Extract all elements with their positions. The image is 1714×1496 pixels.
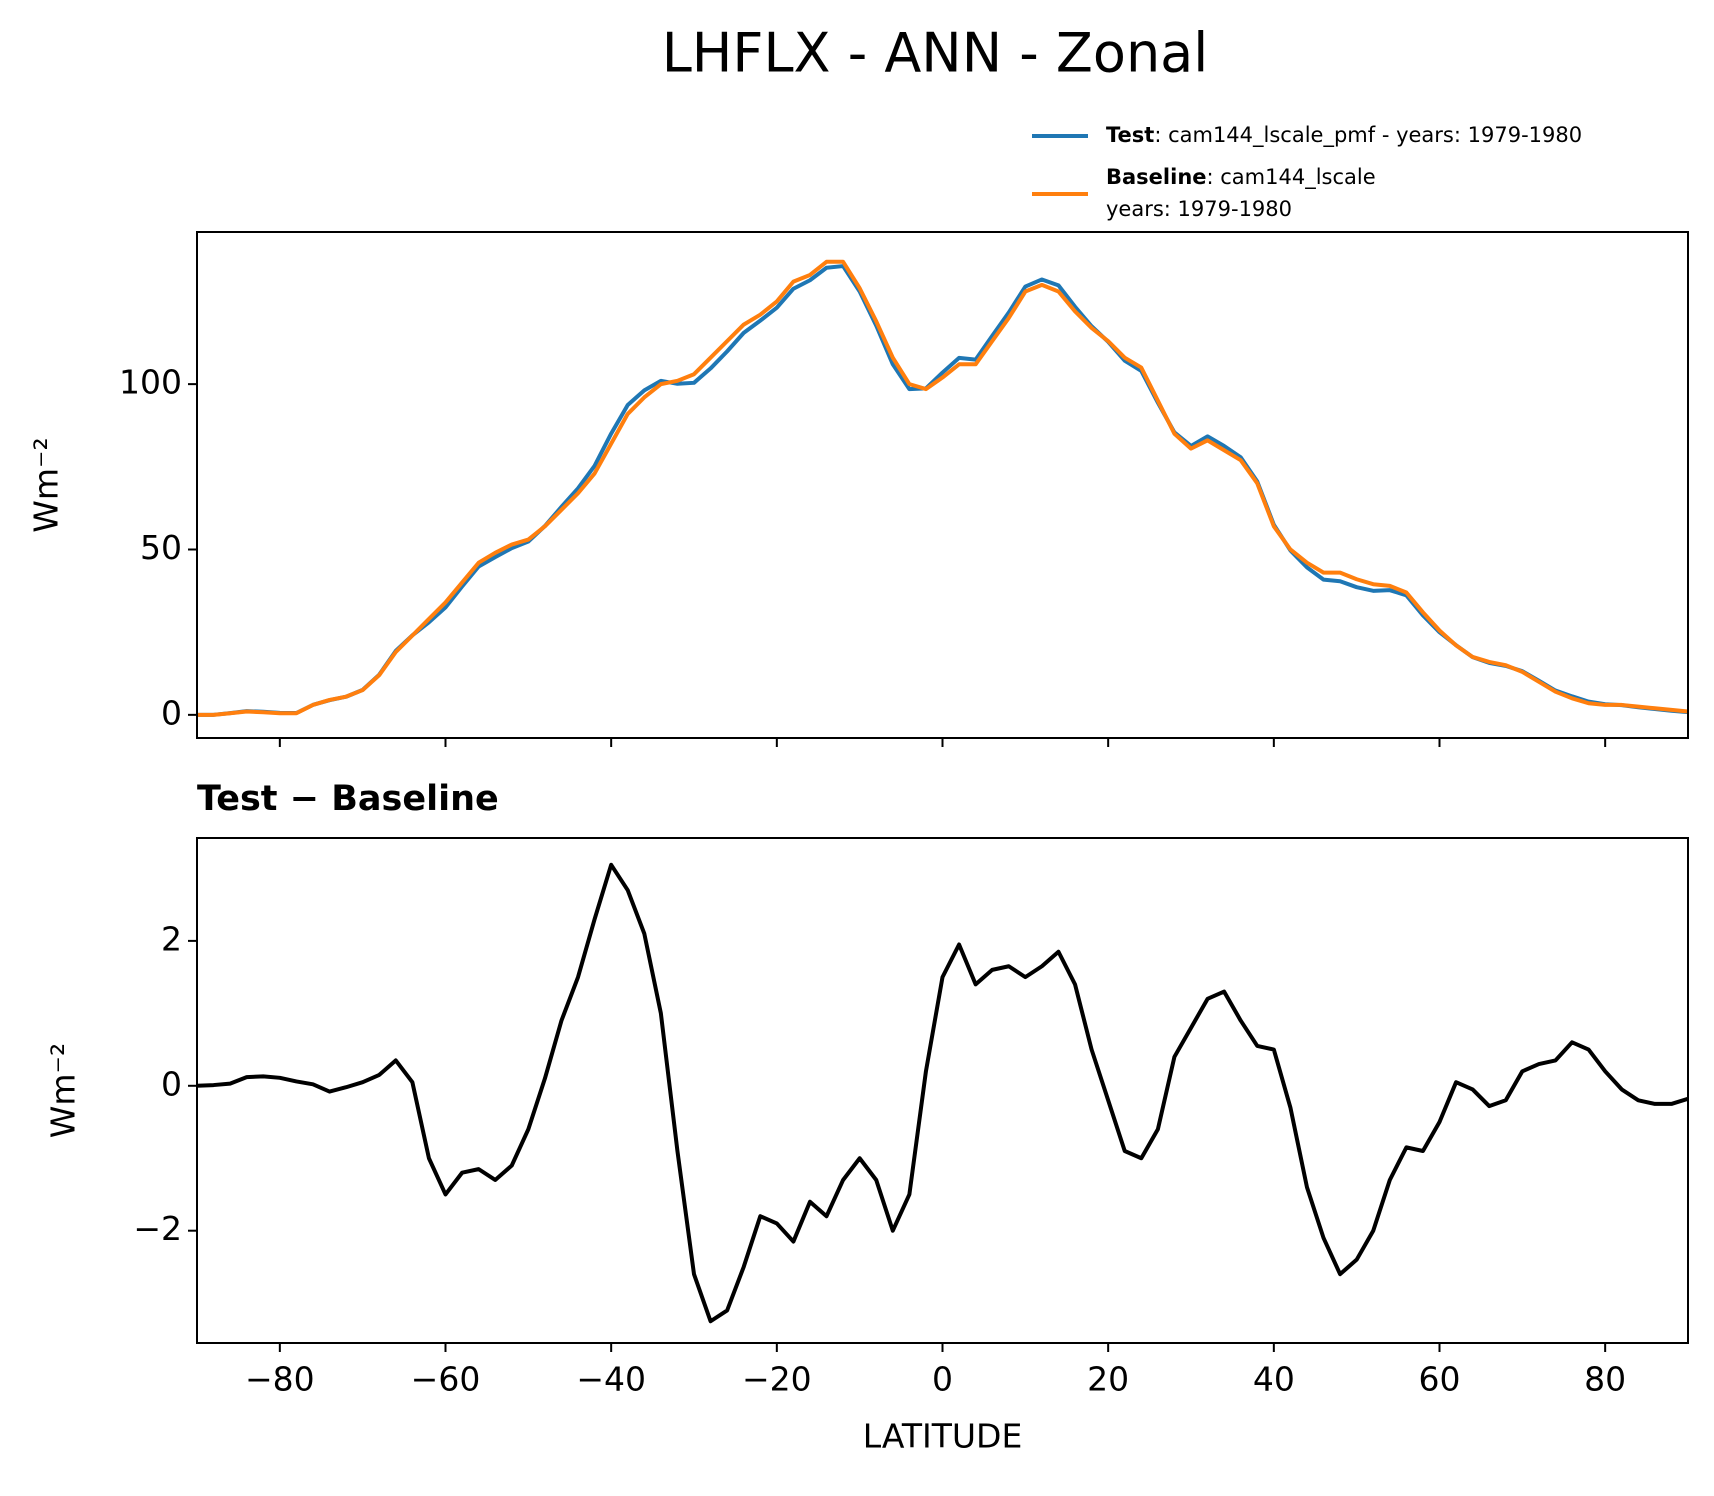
legend-name: Test <box>1106 123 1154 147</box>
subplot-title: Test − Baseline <box>197 779 499 819</box>
axes-frame <box>196 837 1689 1344</box>
legend-detail: : cam144_lscale <box>1207 165 1376 190</box>
x-tick-label: −80 <box>245 1360 315 1399</box>
line-series <box>197 862 1688 1324</box>
x-tick-label: 80 <box>1584 1360 1626 1399</box>
legend-label: Baseline: cam144_lscale <box>1106 165 1376 190</box>
y-tick-label: 100 <box>119 363 182 402</box>
x-tick-label: 0 <box>932 1360 953 1399</box>
line-series <box>197 259 1688 717</box>
x-tick-label: 60 <box>1419 1360 1461 1399</box>
y-tick-label: −2 <box>133 1209 182 1248</box>
y-tick-label: 2 <box>161 919 182 958</box>
x-tick-label: −20 <box>742 1360 812 1399</box>
legend-detail: years: 1979-1980 <box>1106 197 1292 221</box>
y-tick-label: 0 <box>161 1064 182 1103</box>
y-axis-label: Wm⁻² <box>44 1043 83 1138</box>
axes-frame <box>196 231 1689 739</box>
x-tick-label: 20 <box>1087 1360 1129 1399</box>
legend-label: Test: cam144_lscale_pmf - years: 1979-19… <box>1106 123 1582 148</box>
y-axis-label: Wm⁻² <box>27 437 66 532</box>
legend-name: Baseline <box>1106 165 1207 189</box>
x-tick-label: −60 <box>411 1360 481 1399</box>
x-tick-label: 40 <box>1253 1360 1295 1399</box>
y-tick-label: 50 <box>140 528 182 567</box>
legend-detail: : cam144_lscale_pmf - years: 1979-1980 <box>1154 123 1582 148</box>
x-tick-label: −40 <box>576 1360 646 1399</box>
figure-title: LHFLX - ANN - Zonal <box>662 22 1209 85</box>
y-tick-label: 0 <box>161 693 182 732</box>
x-axis-label: LATITUDE <box>863 1417 1023 1456</box>
